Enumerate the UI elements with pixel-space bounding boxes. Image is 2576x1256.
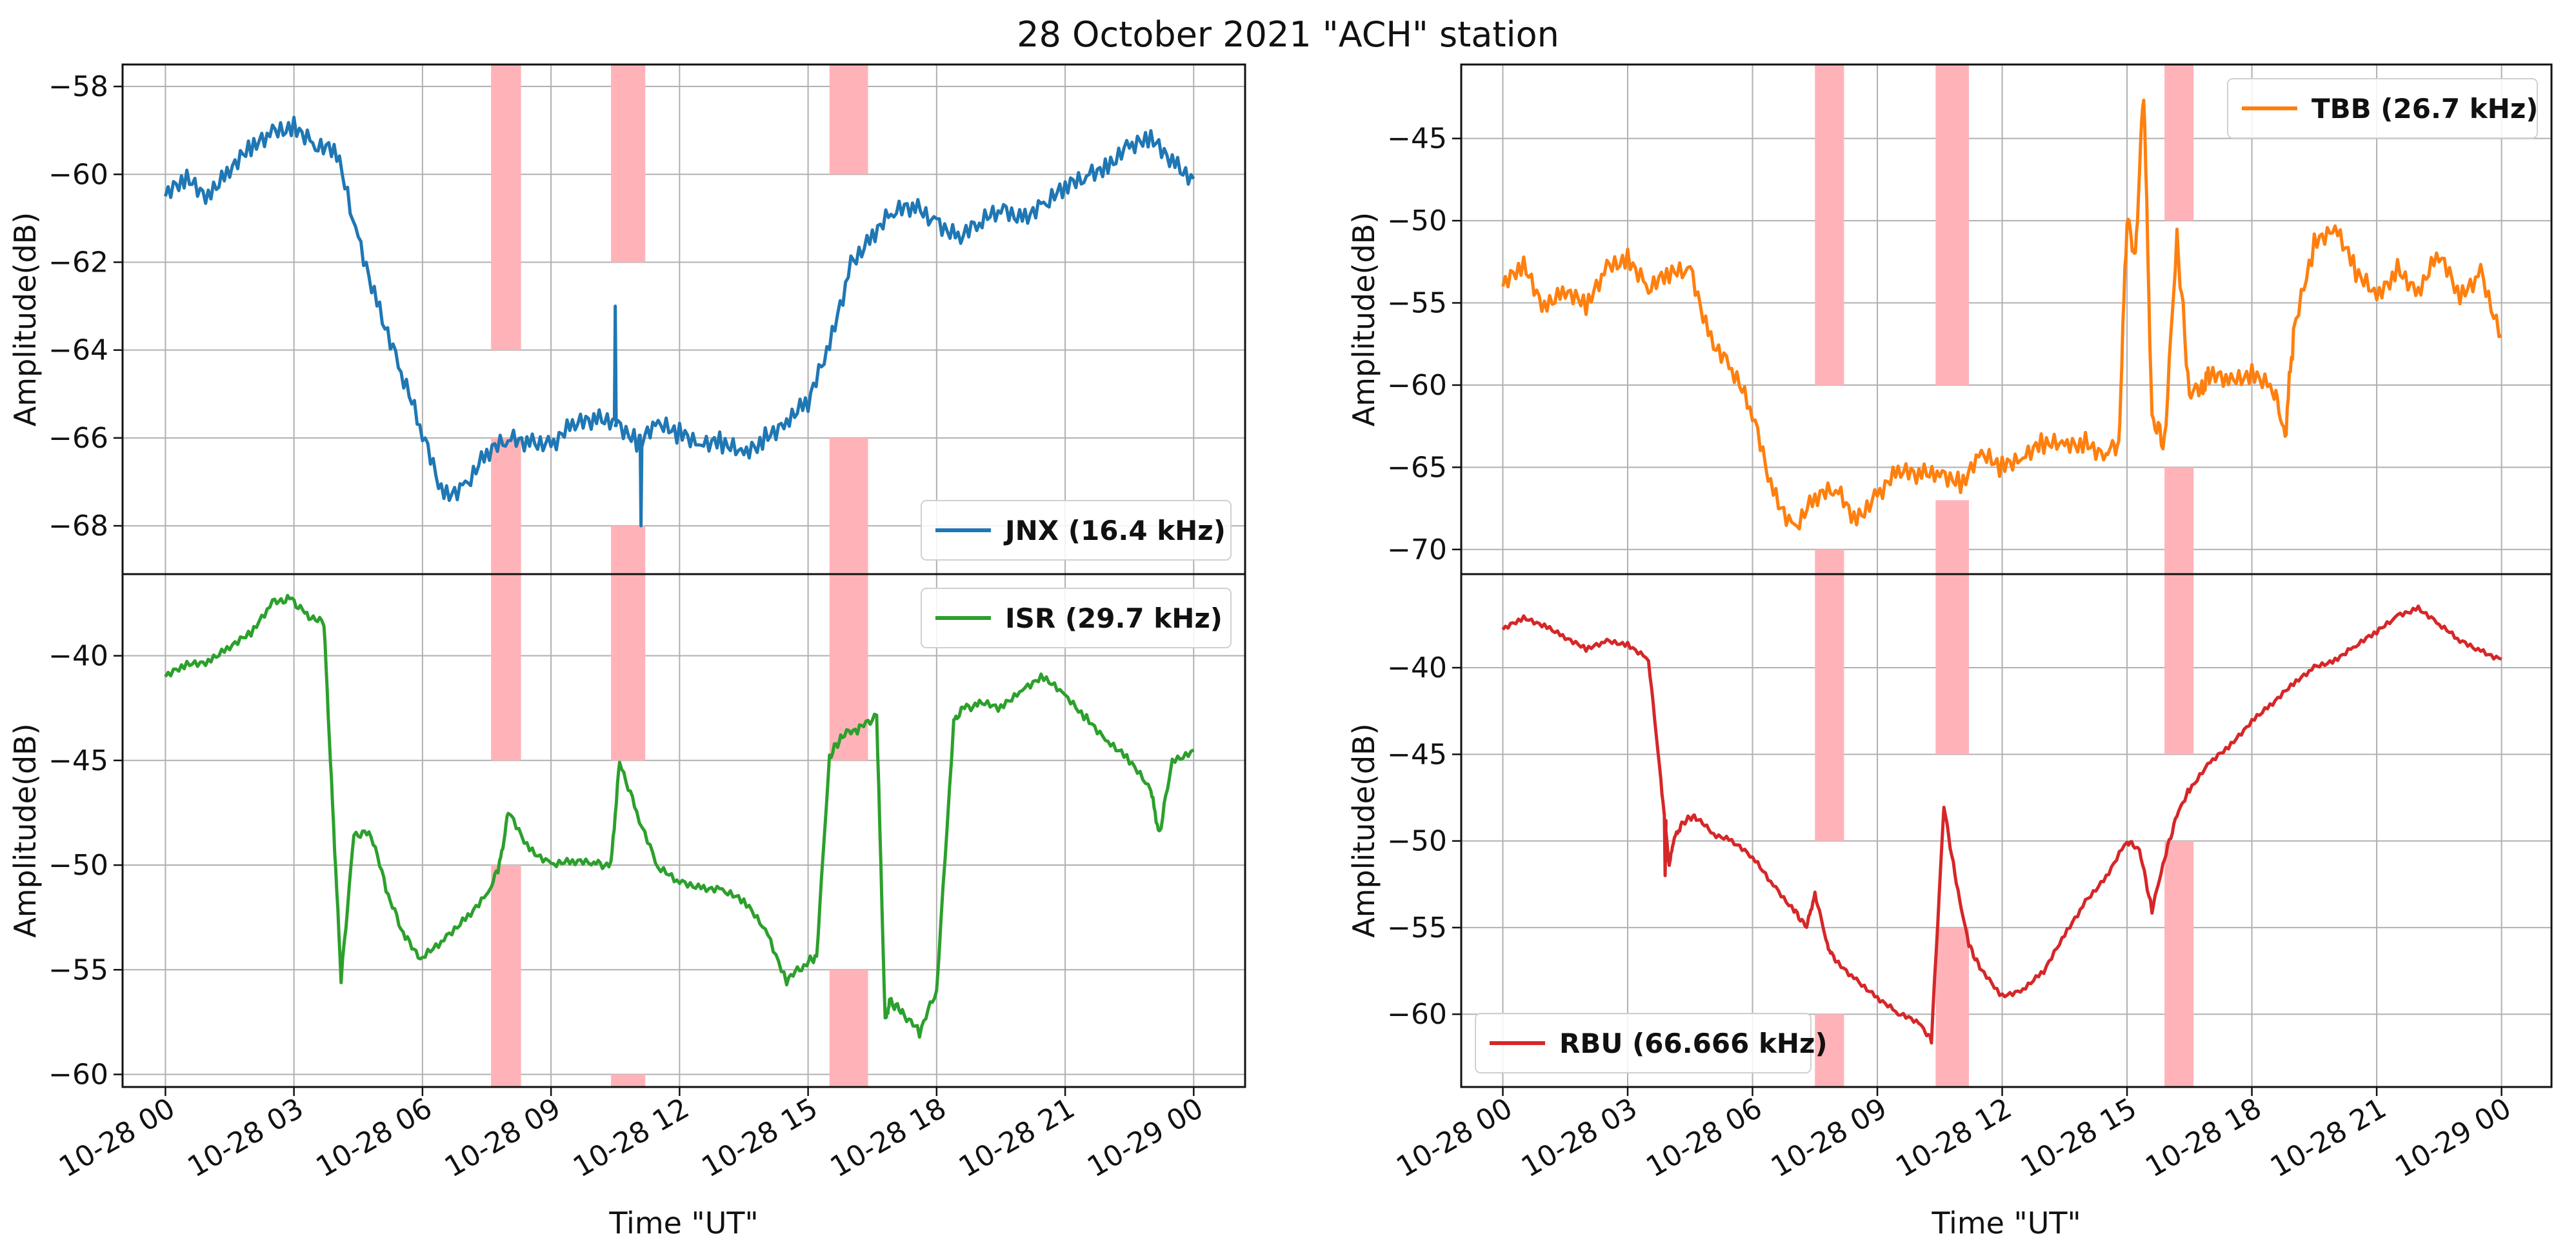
y-tick-label: −50 (48, 849, 108, 882)
y-tick-label: −58 (48, 70, 108, 103)
shaded-interval (611, 526, 646, 574)
shaded-interval (1815, 1014, 1844, 1087)
y-tick-label: −60 (1387, 998, 1447, 1031)
series-line-jnx (163, 115, 1195, 528)
y-tick-label: −40 (1387, 652, 1447, 684)
x-axis-label: Time "UT" (608, 1206, 758, 1241)
legend-box (2227, 78, 2538, 139)
y-tick-label: −45 (48, 744, 108, 777)
x-tick-label: 10-28 12 (1890, 1092, 2017, 1184)
y-axis-label: Amplitude(dB) (8, 212, 43, 426)
y-axis-label: Amplitude(dB) (1346, 723, 1381, 937)
x-tick-label: 10-28 15 (2015, 1092, 2142, 1184)
legend-tbb: TBB (26.7 kHz) (2227, 78, 2538, 139)
axes-frame (1460, 63, 2553, 575)
x-tick-label: 10-28 18 (825, 1092, 952, 1184)
x-tick-label: 10-28 00 (1391, 1092, 1518, 1184)
legend-box (921, 500, 1232, 561)
shaded-interval (491, 574, 521, 761)
shaded-interval (611, 1074, 646, 1087)
panel-jnx: −58 −60 −62 −64 −66 −68 Amplitude(dB) JNX (16.4… (8, 63, 1246, 575)
x-tick-label: 10-28 12 (568, 1092, 695, 1184)
x-tick-label: 10-29 00 (1082, 1092, 1209, 1184)
shaded-interval (611, 574, 646, 761)
y-tick-label: −55 (48, 953, 108, 986)
shaded-interval (2164, 841, 2194, 1087)
series-line-rbu (1501, 604, 2502, 1045)
shaded-interval (491, 865, 521, 1087)
shaded-interval (829, 65, 868, 175)
y-tick-label: −70 (1387, 533, 1447, 566)
legend-box (921, 588, 1232, 648)
y-tick-label: −45 (1387, 738, 1447, 771)
shaded-interval (611, 65, 646, 263)
legend-label: ISR (29.7 kHz) (1005, 603, 1223, 634)
x-tick-label: 10-28 21 (2265, 1092, 2392, 1184)
series-line-tbb (1501, 98, 2502, 531)
y-axis-label: Amplitude(dB) (8, 723, 43, 937)
panel-rbu: −40 −45 −50 −55 −60 Amplitude(dB) RBU (66.666 … (1346, 573, 2553, 1241)
y-tick-label: −55 (1387, 287, 1447, 320)
x-tick-label: 10-29 00 (2390, 1092, 2517, 1184)
shaded-interval (1815, 549, 1844, 574)
x-tick-label: 10-28 09 (439, 1092, 566, 1184)
axes-frame (121, 573, 1246, 1088)
y-tick-label: −55 (1387, 912, 1447, 944)
series-line-isr (164, 593, 1195, 1039)
legend-box (1475, 1013, 1812, 1073)
shaded-interval (829, 970, 868, 1087)
x-tick-label: 10-28 03 (182, 1092, 309, 1184)
shaded-interval (2164, 65, 2194, 221)
shaded-interval (491, 437, 521, 574)
legend-label: RBU (66.666 kHz) (1559, 1028, 1828, 1059)
y-tick-label: −66 (48, 422, 108, 455)
x-tick-label: 10-28 03 (1516, 1092, 1643, 1184)
y-tick-label: −50 (1387, 204, 1447, 237)
shaded-interval (1935, 927, 1969, 1087)
y-tick-label: −60 (1387, 369, 1447, 402)
legend-jnx: JNX (16.4 kHz) (921, 500, 1232, 561)
y-tick-label: −60 (48, 158, 108, 191)
legend-rbu: RBU (66.666 kHz) (1475, 1013, 1828, 1073)
shaded-interval (1935, 65, 1969, 385)
panel-isr: −40 −45 −50 −55 −60 Amplitude(dB) ISR (29.7 kH… (8, 573, 1246, 1241)
x-tick-label: 10-28 09 (1766, 1092, 1893, 1184)
y-axis-label: Amplitude(dB) (1346, 212, 1381, 426)
x-tick-label: 10-28 00 (54, 1092, 181, 1184)
y-tick-label: −68 (48, 510, 108, 543)
x-tick-label: 10-28 15 (696, 1092, 823, 1184)
x-tick-label: 10-28 18 (2140, 1092, 2267, 1184)
y-tick-label: −65 (1387, 451, 1447, 484)
y-tick-label: −62 (48, 246, 108, 279)
figure-title: 28 October 2021 "ACH" station (1017, 14, 1559, 55)
y-tick-label: −60 (48, 1059, 108, 1092)
y-tick-label: −45 (1387, 123, 1447, 155)
y-tick-label: −40 (48, 640, 108, 673)
x-tick-label: 10-28 06 (311, 1092, 438, 1184)
axes-frame (121, 63, 1246, 575)
legend-isr: ISR (29.7 kHz) (921, 588, 1232, 648)
shaded-interval (1935, 574, 1969, 755)
panel-tbb: −45 −50 −55 −60 −65 −70 Amplitude(dB) TBB (26.7… (1346, 63, 2553, 575)
shaded-interval (491, 65, 521, 350)
right-chart: −45 −50 −55 −60 −65 −70 Amplitude(dB) TBB (26.7… (1346, 63, 2553, 1241)
shaded-interval (1815, 574, 1844, 841)
x-tick-label: 10-28 21 (954, 1092, 1081, 1184)
shaded-interval (1815, 65, 1844, 385)
shaded-interval (2164, 467, 2194, 574)
left-chart: −58 −60 −62 −64 −66 −68 Amplitude(dB) JNX (16.4… (8, 63, 1246, 1241)
y-tick-label: −64 (48, 334, 108, 367)
y-tick-label: −50 (1387, 825, 1447, 858)
x-axis-label: Time "UT" (1931, 1206, 2081, 1241)
shaded-interval (2164, 574, 2194, 755)
shaded-interval (1935, 500, 1969, 574)
shaded-interval (829, 437, 868, 574)
x-tick-label: 10-28 06 (1641, 1092, 1768, 1184)
legend-label: TBB (26.7 kHz) (2311, 93, 2538, 125)
legend-label: JNX (16.4 kHz) (1003, 515, 1226, 546)
axes-frame (1460, 573, 2553, 1088)
